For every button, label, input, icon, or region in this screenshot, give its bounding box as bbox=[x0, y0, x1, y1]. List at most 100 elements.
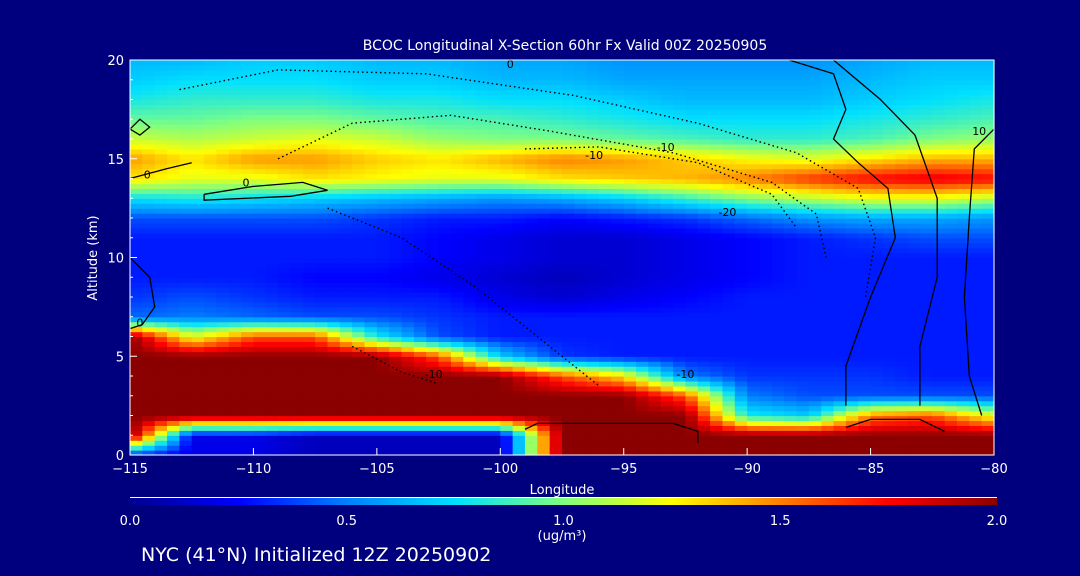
heatmap-cell bbox=[956, 218, 970, 224]
heatmap-cell bbox=[710, 158, 724, 165]
heatmap-cell bbox=[882, 346, 896, 352]
heatmap-cell bbox=[339, 208, 353, 214]
heatmap-cell bbox=[932, 267, 946, 273]
heatmap-cell bbox=[401, 440, 415, 446]
heatmap-cell bbox=[512, 371, 526, 377]
heatmap-cell bbox=[611, 415, 625, 422]
heatmap-cell bbox=[487, 326, 501, 333]
heatmap-cell bbox=[870, 124, 884, 130]
heatmap-cell bbox=[352, 336, 366, 343]
heatmap-cell bbox=[500, 158, 514, 165]
heatmap-cell bbox=[167, 410, 180, 417]
heatmap-cell bbox=[919, 336, 933, 343]
heatmap-cell bbox=[907, 163, 921, 170]
heatmap-cell bbox=[697, 292, 711, 298]
heatmap-cell bbox=[549, 376, 563, 382]
heatmap-cell bbox=[845, 445, 859, 451]
heatmap-cell bbox=[327, 143, 341, 150]
heatmap-cell bbox=[574, 336, 588, 343]
heatmap-cell bbox=[574, 277, 588, 283]
heatmap-cell bbox=[364, 306, 378, 313]
heatmap-cell bbox=[685, 237, 699, 244]
heatmap-cell bbox=[228, 262, 242, 268]
heatmap-cell bbox=[747, 242, 761, 249]
heatmap-cell bbox=[500, 267, 514, 273]
heatmap-cell bbox=[265, 242, 279, 249]
heatmap-cell bbox=[167, 232, 180, 239]
heatmap-cell bbox=[796, 183, 810, 189]
heatmap-cell bbox=[290, 213, 304, 219]
heatmap-cell bbox=[401, 395, 415, 402]
heatmap-cell bbox=[710, 346, 724, 352]
heatmap-cell bbox=[290, 99, 304, 106]
heatmap-cell bbox=[784, 326, 798, 333]
heatmap-cell bbox=[673, 218, 687, 224]
heatmap-cell bbox=[833, 450, 847, 456]
heatmap-cell bbox=[265, 282, 279, 288]
heatmap-cell bbox=[586, 163, 600, 170]
heatmap-cell bbox=[685, 430, 699, 436]
heatmap-cell bbox=[858, 287, 872, 293]
heatmap-cell bbox=[981, 366, 995, 372]
heatmap-cell bbox=[216, 311, 230, 318]
heatmap-cell bbox=[722, 237, 736, 244]
heatmap-cell bbox=[450, 306, 464, 313]
heatmap-cell bbox=[537, 183, 551, 189]
heatmap-cell bbox=[216, 218, 230, 224]
heatmap-cell bbox=[636, 158, 649, 165]
heatmap-cell bbox=[167, 143, 180, 150]
heatmap-cell bbox=[352, 435, 366, 441]
heatmap-cell bbox=[389, 237, 403, 244]
heatmap-cell bbox=[352, 301, 366, 308]
heatmap-cell bbox=[524, 119, 538, 125]
heatmap-cell bbox=[821, 198, 835, 204]
heatmap-cell bbox=[364, 198, 378, 204]
heatmap-cell bbox=[191, 114, 205, 120]
heatmap-cell bbox=[339, 282, 353, 288]
heatmap-cell bbox=[944, 203, 958, 209]
heatmap-cell bbox=[636, 430, 649, 436]
heatmap-cell bbox=[771, 316, 785, 323]
heatmap-cell bbox=[759, 104, 773, 110]
heatmap-cell bbox=[759, 366, 773, 372]
heatmap-cell bbox=[475, 109, 489, 115]
heatmap-cell bbox=[278, 282, 292, 288]
heatmap-cell bbox=[562, 445, 575, 451]
heatmap-cell bbox=[376, 366, 390, 372]
heatmap-cell bbox=[191, 440, 205, 446]
heatmap-cell bbox=[216, 346, 230, 352]
heatmap-cell bbox=[413, 440, 427, 446]
heatmap-cell bbox=[784, 287, 798, 293]
heatmap-cell bbox=[241, 430, 255, 436]
heatmap-cell bbox=[376, 203, 390, 209]
heatmap-cell bbox=[969, 450, 983, 456]
heatmap-cell bbox=[562, 366, 575, 372]
heatmap-cell bbox=[858, 440, 872, 446]
heatmap-cell bbox=[364, 301, 378, 308]
heatmap-cell bbox=[821, 124, 835, 130]
heatmap-cell bbox=[895, 306, 909, 313]
heatmap-cell bbox=[808, 410, 822, 417]
heatmap-cell bbox=[870, 346, 884, 352]
heatmap-cell bbox=[648, 450, 662, 456]
heatmap-cell bbox=[216, 326, 230, 333]
heatmap-cell bbox=[265, 336, 279, 343]
heatmap-cell bbox=[771, 390, 785, 397]
heatmap-cell bbox=[167, 415, 180, 422]
heatmap-cell bbox=[364, 297, 378, 303]
heatmap-cell bbox=[771, 232, 785, 239]
heatmap-cell bbox=[833, 193, 847, 199]
heatmap-cell bbox=[179, 331, 193, 338]
heatmap-cell bbox=[969, 376, 983, 382]
heatmap-cell bbox=[969, 252, 983, 259]
heatmap-cell bbox=[426, 341, 440, 347]
heatmap-cell bbox=[907, 435, 921, 441]
heatmap-cell bbox=[697, 405, 711, 412]
heatmap-cell bbox=[611, 292, 625, 298]
heatmap-cell bbox=[796, 109, 810, 115]
heatmap-cell bbox=[882, 134, 896, 140]
heatmap-cell bbox=[734, 168, 748, 175]
heatmap-cell bbox=[636, 341, 649, 347]
heatmap-cell bbox=[191, 188, 205, 194]
heatmap-cell bbox=[562, 326, 575, 333]
